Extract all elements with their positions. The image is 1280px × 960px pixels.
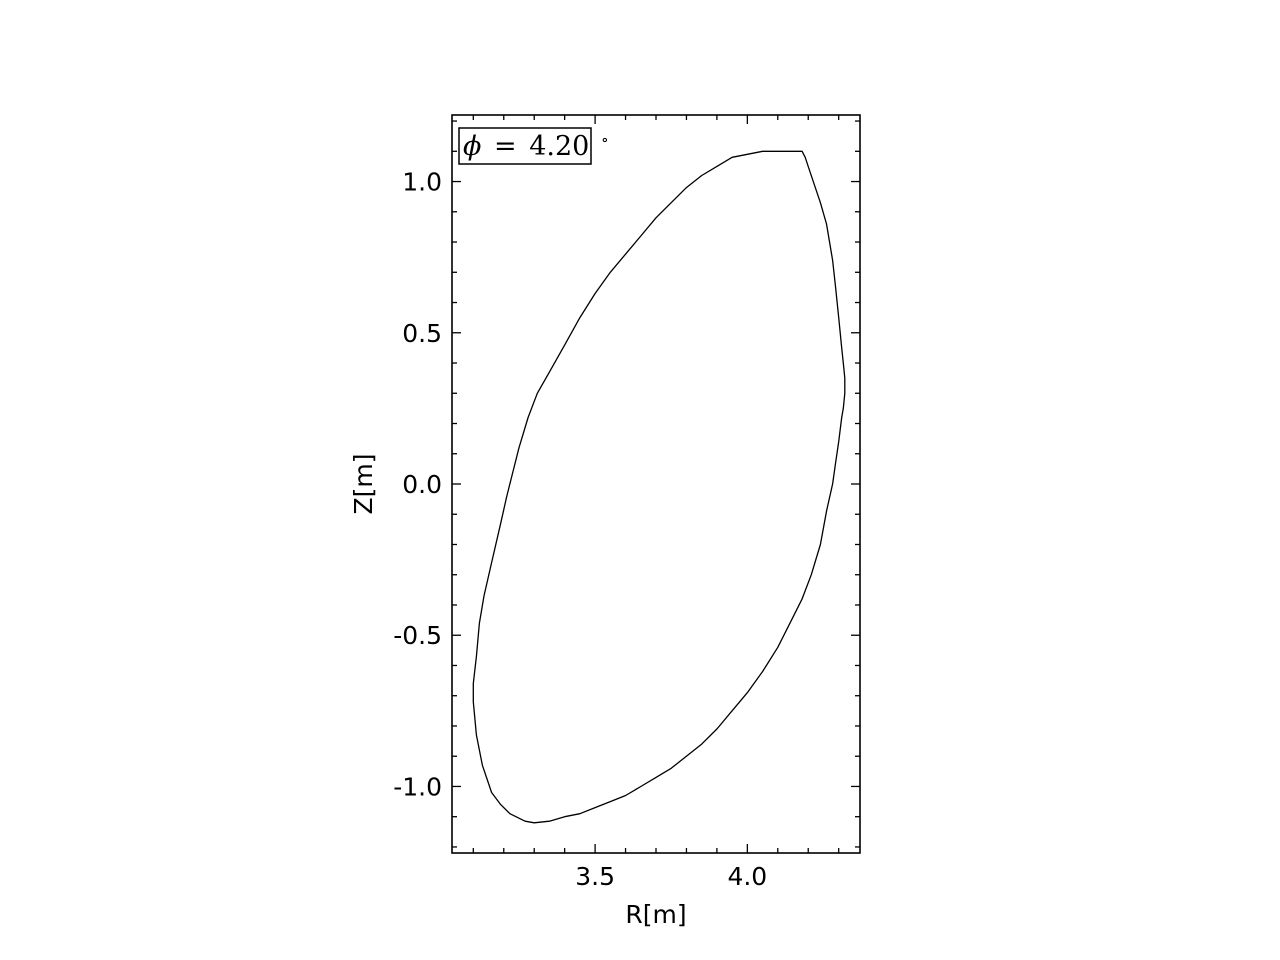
y-tick-label: -0.5 [393,621,442,650]
x-tick-label: 4.0 [727,862,767,891]
phi-annotation-box: ϕ = 4.20 ∘ [458,127,609,165]
x-tick-labels: 3.5 4.0 [575,862,767,891]
x-axis-label: R[m] [625,900,686,929]
y-tick-label: 1.0 [402,168,442,197]
series-line-flux-surface [472,150,846,824]
tick-marks [452,115,860,853]
y-tick-label: 0.0 [402,470,442,499]
annotation-value: 4.20 [529,131,589,162]
annotation-symbol: ϕ [463,131,481,162]
plot-frame [451,114,861,854]
annotation-equals: = [494,131,517,162]
x-tick-label: 3.5 [575,862,615,891]
annotation-box [458,127,592,165]
y-tick-labels: 1.0 0.5 0.0 -0.5 -1.0 [393,168,442,802]
annotation-text: ϕ = 4.20 ∘ [463,130,609,162]
annotation-degree: ∘ [601,130,609,149]
y-axis-label: Z[m] [349,454,378,515]
y-tick-label: 0.5 [402,319,442,348]
y-tick-label: -1.0 [393,772,442,801]
